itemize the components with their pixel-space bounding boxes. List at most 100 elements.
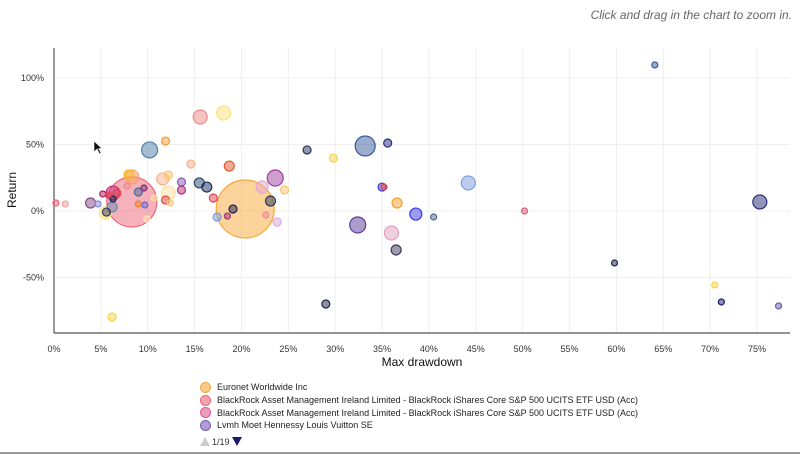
x-tick-label: 50%: [514, 344, 532, 354]
bubble-point[interactable]: [186, 159, 196, 169]
x-tick-label: 10%: [139, 344, 157, 354]
bubble-point[interactable]: [123, 182, 131, 190]
bubble-point[interactable]: [212, 212, 222, 222]
zoom-hint: Click and drag in the chart to zoom in.: [590, 8, 792, 22]
bubble-point[interactable]: [717, 298, 725, 306]
bubble-point[interactable]: [279, 185, 290, 195]
bubble-point[interactable]: [133, 187, 143, 197]
legend-marker-icon: [200, 407, 211, 419]
x-tick-label: 30%: [326, 344, 344, 354]
bubble-point[interactable]: [228, 204, 238, 214]
bubble-point[interactable]: [141, 141, 159, 159]
legend-page-up-arrow-icon[interactable]: [200, 437, 210, 447]
bubble-point[interactable]: [61, 200, 69, 208]
bubble-point[interactable]: [711, 281, 719, 289]
bubble-point[interactable]: [223, 160, 235, 172]
bubble-point[interactable]: [264, 195, 277, 207]
bubble-point[interactable]: [99, 190, 107, 198]
legend-label: BlackRock Asset Management Ireland Limit…: [217, 407, 638, 418]
legend-page-down-arrow-icon[interactable]: [231, 437, 242, 447]
bubble-point[interactable]: [349, 216, 367, 234]
bubble-point[interactable]: [266, 169, 284, 187]
x-tick-label: 20%: [232, 344, 250, 354]
bubble-point[interactable]: [52, 199, 60, 207]
legend-item[interactable]: BlackRock Asset Management Ireland Limit…: [200, 394, 638, 407]
bubble-point[interactable]: [109, 195, 117, 203]
legend-marker-icon: [200, 419, 211, 431]
bubble-point[interactable]: [163, 170, 173, 180]
bubble-point[interactable]: [272, 217, 282, 227]
bubble-point[interactable]: [383, 225, 400, 241]
bubble-point[interactable]: [101, 207, 112, 217]
bubble-point[interactable]: [141, 201, 149, 209]
bubble-point[interactable]: [262, 211, 270, 219]
bubble-point[interactable]: [520, 207, 529, 215]
legend: Euronet Worldwide Inc BlackRock Asset Man…: [200, 381, 638, 447]
bubble-point[interactable]: [216, 105, 232, 121]
x-tick-label: 65%: [654, 344, 672, 354]
legend-item[interactable]: Lvmh Moet Hennessy Louis Vuitton SE: [200, 419, 638, 432]
bubble-point[interactable]: [166, 199, 174, 207]
legend-label: Lvmh Moet Hennessy Louis Vuitton SE: [217, 420, 373, 431]
x-tick-label: 0%: [47, 344, 60, 354]
bubble-point[interactable]: [215, 179, 275, 239]
bubble-point[interactable]: [143, 215, 151, 223]
bubble-point[interactable]: [94, 200, 102, 208]
x-axis-title: Max drawdown: [382, 355, 463, 369]
y-tick-label: -50%: [23, 273, 44, 283]
bubble-point[interactable]: [150, 194, 158, 202]
bubble-point[interactable]: [192, 109, 208, 125]
x-tick-label: 60%: [607, 344, 625, 354]
x-tick-label: 15%: [186, 344, 204, 354]
bubble-point[interactable]: [176, 177, 187, 187]
bubble-point[interactable]: [774, 302, 783, 310]
bubble-point[interactable]: [354, 135, 376, 157]
y-tick-label: 0%: [31, 206, 44, 216]
bubble-point[interactable]: [134, 200, 142, 208]
legend-pager: 1/19: [200, 437, 638, 447]
bubble-chart[interactable]: 0% 5% 10% 15% 20% 25% 30% 35% 40% 45% 50% 55% 60% 65%…: [0, 0, 800, 380]
x-tick-label: 55%: [561, 344, 579, 354]
mouse-cursor-icon: [93, 140, 103, 155]
bubble-point[interactable]: [123, 169, 135, 181]
bubble-point[interactable]: [752, 194, 768, 210]
legend-marker-icon: [200, 394, 211, 406]
bubble-point[interactable]: [380, 183, 388, 191]
bubble-point[interactable]: [176, 185, 187, 195]
bubble-point[interactable]: [160, 136, 171, 146]
legend-label: BlackRock Asset Management Ireland Limit…: [217, 395, 638, 406]
bubble-point[interactable]: [107, 312, 117, 322]
bubble-point[interactable]: [383, 138, 393, 148]
bubble-point[interactable]: [409, 207, 423, 221]
bubble-point[interactable]: [112, 188, 122, 198]
x-tick-label: 70%: [701, 344, 719, 354]
y-axis-title: Return: [5, 172, 19, 208]
x-tick-label: 40%: [420, 344, 438, 354]
bubble-point[interactable]: [201, 181, 213, 193]
x-tick-label: 5%: [94, 344, 107, 354]
legend-item[interactable]: BlackRock Asset Management Ireland Limit…: [200, 406, 638, 419]
bubble-point[interactable]: [391, 197, 403, 209]
bubble-point[interactable]: [651, 61, 659, 69]
bubble-point[interactable]: [321, 299, 331, 309]
legend-item[interactable]: Euronet Worldwide Inc: [200, 381, 638, 394]
x-tick-label: 35%: [373, 344, 391, 354]
bubble-point[interactable]: [255, 180, 269, 194]
bubble-point[interactable]: [460, 175, 476, 191]
y-tick-label: 50%: [26, 140, 44, 150]
bubble-point[interactable]: [328, 153, 338, 163]
legend-page-indicator: 1/19: [212, 436, 230, 447]
y-tick-label: 100%: [21, 73, 44, 83]
x-tick-label: 45%: [467, 344, 485, 354]
bubble-point[interactable]: [302, 145, 312, 155]
bubble-point[interactable]: [84, 197, 97, 209]
bubble-point[interactable]: [430, 213, 438, 221]
legend-label: Euronet Worldwide Inc: [217, 382, 308, 393]
bubble-point[interactable]: [104, 191, 112, 199]
bubble-point[interactable]: [610, 259, 619, 267]
x-tick-label: 75%: [748, 344, 766, 354]
bubble-point[interactable]: [390, 244, 402, 256]
bubble-point[interactable]: [208, 193, 218, 203]
bubble-point[interactable]: [223, 212, 232, 220]
bubble-point[interactable]: [140, 184, 148, 192]
